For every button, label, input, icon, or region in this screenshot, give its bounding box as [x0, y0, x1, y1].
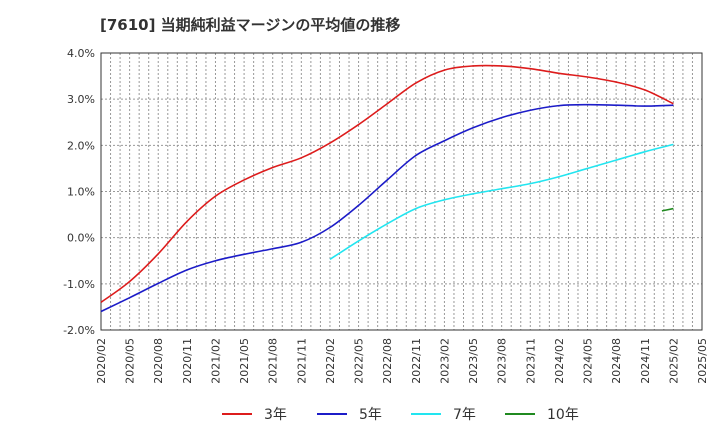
x-tick-label: 2023/02 [438, 338, 451, 384]
series-line-2 [329, 143, 674, 261]
legend-label-3: 10年 [547, 407, 579, 423]
y-tick-label: 0.0% [67, 232, 95, 245]
x-tick-label: 2022/11 [410, 338, 423, 384]
y-tick-label: -1.0% [63, 278, 95, 291]
series-line-1 [100, 103, 674, 313]
x-tick-label: 2022/05 [353, 338, 366, 384]
y-tick-label: 4.0% [67, 47, 95, 60]
x-tick-label: 2024/11 [639, 338, 652, 384]
legend-label-1: 5年 [359, 407, 382, 423]
x-tick-label: 2023/05 [467, 338, 480, 384]
series-line-0 [100, 64, 674, 303]
y-tick-label: -2.0% [63, 324, 95, 337]
x-tick-label: 2020/02 [95, 338, 108, 384]
x-tick-label: 2021/11 [295, 338, 308, 384]
legend-label-0: 3年 [264, 407, 287, 423]
x-tick-label: 2024/08 [610, 338, 623, 384]
legend-label-2: 7年 [453, 407, 476, 423]
x-tick-label: 2021/08 [267, 338, 280, 384]
x-tick-label: 2020/08 [152, 338, 165, 384]
chart-title: [7610] 当期純利益マージンの平均値の推移 [100, 16, 401, 34]
x-tick-label: 2021/02 [209, 338, 222, 384]
series-line-3 [661, 207, 674, 212]
x-tick-label: 2025/02 [667, 338, 680, 384]
x-tick-label: 2023/08 [496, 338, 509, 384]
x-tick-label: 2021/05 [238, 338, 251, 384]
plot-border [100, 52, 703, 331]
x-tick-label: 2025/05 [696, 338, 709, 384]
x-tick-label: 2020/05 [124, 338, 137, 384]
x-tick-label: 2020/11 [181, 338, 194, 384]
x-tick-label: 2023/11 [524, 338, 537, 384]
x-tick-label: 2022/08 [381, 338, 394, 384]
x-tick-label: 2022/02 [324, 338, 337, 384]
y-tick-label: 2.0% [67, 139, 95, 152]
x-tick-label: 2024/02 [553, 338, 566, 384]
y-tick-label: 1.0% [67, 186, 95, 199]
y-tick-label: 3.0% [67, 93, 95, 106]
x-tick-label: 2024/05 [582, 338, 595, 384]
